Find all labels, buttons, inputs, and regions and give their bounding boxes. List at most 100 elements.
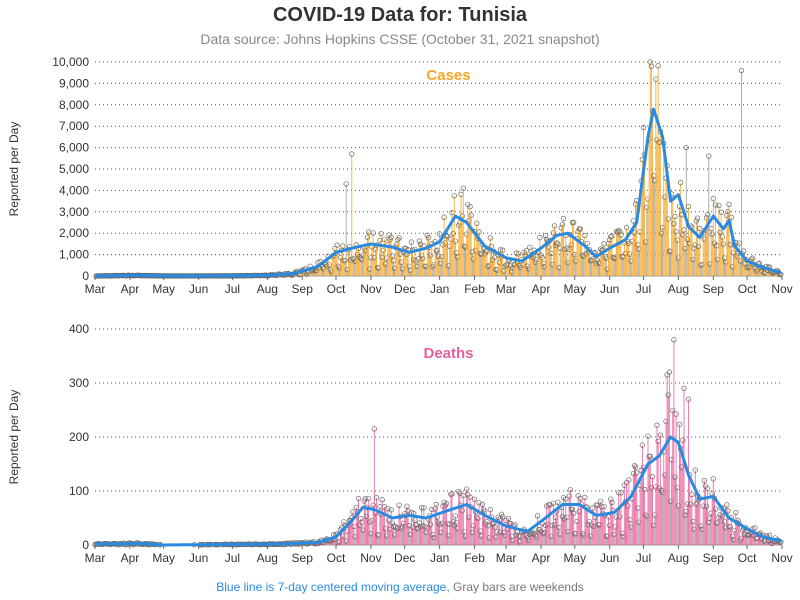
deaths-daily-bar	[403, 523, 405, 545]
cases-daily-bar	[596, 260, 598, 276]
cases-daily-bar	[479, 253, 481, 276]
cases-daily-bar	[468, 221, 470, 276]
cases-daily-bar	[397, 239, 399, 276]
deaths-daily-bar	[690, 504, 692, 545]
cases-daily-bar	[510, 265, 512, 276]
deaths-daily-bar	[709, 518, 711, 545]
cases-daily-point	[450, 231, 456, 237]
cases-daily-bar	[336, 245, 338, 276]
cases-daily-bar	[689, 243, 691, 276]
cases-daily-bar	[627, 241, 629, 276]
cases-daily-point	[685, 203, 692, 210]
cases-daily-bar	[701, 264, 703, 276]
deaths-daily-bar	[748, 535, 750, 545]
deaths-daily-bar	[502, 516, 504, 545]
deaths-daily-point	[467, 494, 473, 500]
cases-daily-bar	[554, 225, 555, 276]
cases-daily-bar	[634, 232, 635, 276]
cases-daily-point	[709, 231, 715, 237]
deaths-daily-bar	[566, 517, 568, 545]
deaths-daily-point	[569, 506, 576, 513]
cases-daily-bar	[364, 250, 366, 276]
cases-daily-bar	[420, 244, 421, 276]
deaths-daily-bar	[601, 506, 603, 545]
cases-daily-bar	[365, 246, 367, 276]
deaths-daily-point	[389, 520, 395, 526]
deaths-daily-point	[487, 507, 493, 513]
deaths-daily-bar	[724, 521, 726, 545]
deaths-daily-bar	[456, 522, 457, 545]
cases-daily-bar	[484, 253, 486, 276]
cases-daily-bar	[726, 215, 728, 276]
deaths-daily-point	[724, 502, 730, 508]
cases-daily-bar	[351, 154, 353, 276]
deaths-daily-bar	[730, 517, 732, 545]
deaths-daily-bar	[613, 534, 615, 545]
cases-daily-bar	[299, 274, 301, 276]
deaths-daily-bar	[422, 525, 424, 545]
deaths-daily-bar	[574, 533, 576, 545]
cases-daily-bar	[626, 227, 628, 276]
deaths-daily-bar	[610, 499, 612, 545]
cases-daily-bar	[664, 197, 666, 276]
deaths-daily-bar	[483, 509, 484, 545]
deaths-daily-bar	[538, 529, 540, 545]
deaths-daily-bar	[462, 495, 464, 545]
deaths-daily-point	[672, 474, 678, 480]
deaths-daily-bar	[707, 488, 709, 545]
deaths-daily-bar	[404, 513, 406, 545]
deaths-daily-bar	[476, 517, 478, 545]
cases-daily-bar	[686, 239, 688, 276]
deaths-daily-point	[685, 396, 692, 402]
cases-daily-bar	[604, 256, 606, 276]
cases-daily-bar	[581, 241, 582, 276]
deaths-daily-bar	[552, 503, 554, 545]
cases-daily-bar	[632, 220, 634, 276]
deaths-daily-bar	[702, 506, 704, 545]
cases-daily-bar	[637, 244, 639, 276]
deaths-daily-bar	[715, 509, 717, 545]
deaths-daily-point	[666, 369, 673, 375]
deaths-daily-bar	[433, 537, 435, 545]
deaths-daily-bar	[379, 506, 381, 545]
cases-daily-point	[718, 209, 724, 215]
deaths-daily-bar	[652, 476, 653, 545]
cases-daily-bar	[766, 270, 768, 276]
cases-daily-bar	[650, 66, 652, 276]
deaths-daily-bar	[365, 516, 367, 545]
cases-daily-point	[555, 241, 561, 247]
deaths-daily-bar	[343, 521, 345, 545]
deaths-daily-bar	[409, 534, 411, 545]
deaths-daily-bar	[475, 511, 477, 545]
deaths-daily-bar	[640, 470, 642, 545]
cases-daily-point	[424, 232, 430, 238]
deaths-daily-bar	[518, 535, 519, 545]
deaths-daily-bar	[554, 524, 555, 545]
deaths-daily-bar	[643, 467, 644, 545]
cases-daily-point	[706, 153, 712, 159]
deaths-daily-bar	[347, 525, 349, 545]
cases-daily-bar	[529, 247, 531, 276]
deaths-daily-bar	[751, 534, 753, 545]
deaths-daily-point	[498, 511, 505, 517]
cases-daily-bar	[676, 240, 678, 276]
deaths-daily-bar	[424, 526, 426, 545]
cases-daily-bar	[426, 235, 428, 276]
deaths-daily-point	[598, 498, 604, 504]
deaths-xtick-label: May	[152, 551, 175, 565]
cases-xtick-label: Feb	[464, 282, 485, 296]
deaths-daily-bar	[753, 535, 755, 545]
deaths-daily-point	[625, 503, 631, 509]
deaths-daily-bar	[647, 436, 649, 545]
deaths-daily-point	[505, 515, 511, 522]
cases-daily-bar	[737, 253, 739, 276]
cases-daily-bar	[314, 270, 316, 276]
cases-daily-point	[671, 221, 677, 227]
deaths-ytick-label: 300	[69, 376, 89, 390]
cases-xtick-label: Jan	[430, 282, 449, 296]
deaths-daily-bar	[416, 528, 418, 545]
deaths-xtick-label: May	[563, 551, 586, 565]
cases-daily-bar	[417, 258, 419, 276]
deaths-daily-point	[427, 522, 434, 528]
cases-xtick-label: Jun	[189, 282, 208, 296]
